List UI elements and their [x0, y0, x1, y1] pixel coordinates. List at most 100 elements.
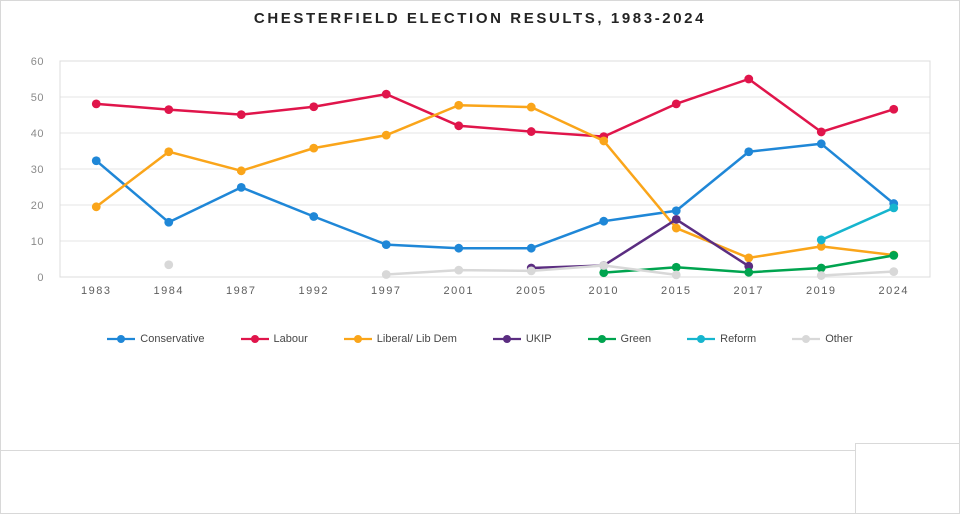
conservative-point-2019 [816, 139, 826, 149]
green-point-2017 [744, 267, 754, 277]
y-tick-label-50: 50 [31, 92, 44, 104]
legend-label-green: Green [620, 333, 652, 345]
other-point-1997 [381, 270, 391, 279]
legend-label-reform: Reform [720, 333, 757, 345]
series-line-ukip [530, 218, 750, 270]
sheet-cell-border-bottom [0, 450, 856, 451]
legend-label-liberal-lib-dem: Liberal/ Lib Dem [376, 333, 457, 345]
other-point-2005 [526, 266, 536, 276]
legend-marker-liberal-lib-dem [343, 335, 372, 343]
chart-plot-svg: 0 10 20 30 40 50 60 1983 1984 1987 1992 1997 2001 200… [31, 56, 931, 297]
conservative-point-2001 [454, 243, 464, 253]
y-tick-label-10: 10 [31, 236, 44, 248]
legend-label-ukip: UKIP [525, 333, 552, 345]
legend-item-other[interactable]: Other [792, 333, 853, 345]
sheet-cell-border-vertical [855, 443, 856, 514]
green-point-2024 [889, 251, 899, 260]
y-tick-label-60: 60 [31, 56, 44, 68]
legend-marker-other [792, 335, 821, 343]
liberal-lib-dem-point-1992 [309, 143, 319, 153]
conservative-point-2015 [671, 206, 681, 216]
labour-point-1984 [164, 105, 174, 114]
x-tick-label-2024: 2024 [879, 285, 909, 297]
labour-point-2017 [744, 74, 754, 84]
liberal-lib-dem-point-1987 [236, 166, 246, 176]
legend: Conservative Labour Liberal/ Lib Dem UKIP Gr… [0, 333, 960, 345]
x-tick-label-2017: 2017 [734, 285, 764, 297]
conservative-point-1987 [236, 182, 246, 192]
ukip-point-2015 [671, 215, 681, 224]
chart-title: CHESTERFIELD ELECTION RESULTS, 1983-2024 [253, 10, 707, 27]
legend-item-liberal-lib-dem[interactable]: Liberal/ Lib Dem [343, 333, 457, 345]
reform-point-2019 [816, 235, 826, 245]
legend-item-reform[interactable]: Reform [687, 333, 756, 345]
liberal-lib-dem-point-2017 [744, 253, 754, 263]
y-tick-label-40: 40 [31, 128, 44, 140]
liberal-lib-dem-point-2001 [454, 100, 464, 110]
labour-point-2015 [671, 99, 681, 109]
legend-marker-reform [687, 335, 716, 343]
other-point-2019 [816, 271, 826, 280]
legend-label-labour: Labour [273, 333, 308, 345]
x-tick-label-1992: 1992 [299, 285, 329, 297]
x-tick-label-2001: 2001 [444, 285, 474, 297]
x-tick-label-2015: 2015 [661, 285, 691, 297]
legend-marker-green [587, 335, 616, 343]
x-tick-label-2005: 2005 [516, 285, 546, 297]
x-tick-label-1984: 1984 [154, 285, 184, 297]
labour-point-2005 [526, 127, 536, 136]
labour-point-1987 [236, 110, 246, 120]
x-tick-label-1997: 1997 [371, 285, 401, 297]
conservative-point-1984 [164, 217, 174, 227]
liberal-lib-dem-point-2019 [816, 242, 826, 251]
other-point-2024 [889, 267, 899, 276]
sheet-cell-border-right-top [855, 443, 960, 444]
green-point-2015 [671, 262, 681, 272]
conservative-point-2017 [744, 147, 754, 157]
labour-point-1997 [381, 89, 391, 99]
liberal-lib-dem-point-2010 [599, 136, 609, 146]
reform-point-2024 [889, 203, 899, 213]
legend-item-conservative[interactable]: Conservative [107, 333, 205, 345]
conservative-point-1983 [91, 156, 101, 166]
other-point-1984 [164, 260, 174, 270]
green-point-2019 [816, 263, 826, 273]
series-line-liberal-lib-dem [95, 104, 895, 260]
liberal-lib-dem-point-1984 [164, 147, 174, 157]
legend-marker-ukip [492, 335, 521, 343]
legend-item-labour[interactable]: Labour [240, 333, 308, 345]
conservative-point-1997 [381, 240, 391, 250]
conservative-point-2005 [526, 243, 536, 253]
ukip-point-2017 [744, 261, 754, 271]
labour-point-1992 [309, 102, 319, 112]
liberal-lib-dem-point-2005 [526, 102, 536, 112]
plot-border [59, 60, 931, 278]
labour-point-1983 [91, 99, 101, 109]
y-tick-label-30: 30 [31, 164, 44, 176]
conservative-point-1992 [309, 212, 319, 221]
labour-point-2024 [889, 104, 899, 114]
x-tick-label-2010: 2010 [589, 285, 619, 297]
liberal-lib-dem-point-2015 [671, 223, 681, 233]
x-tick-label-1987: 1987 [226, 285, 256, 297]
legend-item-green[interactable]: Green [587, 333, 652, 345]
legend-marker-labour [240, 335, 269, 343]
x-tick-label-2019: 2019 [806, 285, 836, 297]
series-line-conservative [95, 142, 895, 250]
labour-point-2019 [816, 127, 826, 137]
legend-marker-conservative [107, 335, 136, 343]
legend-item-ukip[interactable]: UKIP [492, 333, 552, 345]
liberal-lib-dem-point-1997 [381, 130, 391, 140]
y-tick-label-0: 0 [37, 272, 44, 284]
liberal-lib-dem-point-1983 [91, 202, 101, 212]
y-tick-label-20: 20 [31, 200, 44, 212]
green-point-2010 [599, 268, 609, 278]
series-line-other [820, 270, 895, 277]
series-line-labour [95, 77, 895, 138]
other-point-2015 [671, 270, 681, 280]
conservative-point-2010 [599, 216, 609, 226]
other-point-2001 [454, 265, 464, 275]
labour-point-2001 [454, 121, 464, 131]
legend-label-conservative: Conservative [140, 333, 205, 345]
other-point-2010 [599, 261, 609, 270]
